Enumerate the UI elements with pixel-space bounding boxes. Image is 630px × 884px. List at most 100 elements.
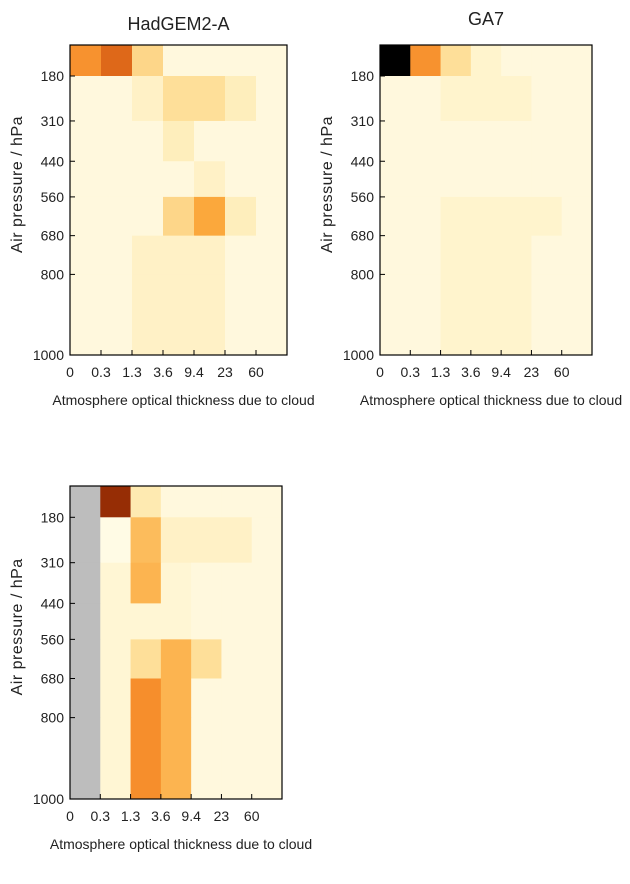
heatmap-cell [225,274,257,356]
heatmap-cell [531,274,563,356]
heatmap-cell [221,603,253,640]
heatmap-cell [561,161,593,198]
heatmap-cell [70,76,102,122]
heatmap-cell [70,45,102,77]
heatmap-cell [70,120,102,162]
heatmap-cell [501,196,532,237]
heatmap-cell [256,274,288,356]
heatmap-cell [70,196,102,237]
heatmap-cell [440,274,472,356]
x-axis-label: Atmosphere optical thickness due to clou… [52,392,314,408]
heatmap-cell [251,517,283,564]
heatmap-cell [100,678,131,719]
heatmap-cell [225,235,257,275]
heatmap-cell [130,639,162,679]
heatmap-cell [470,161,502,198]
y-tick-label: 440 [41,153,65,169]
x-axis-label: Atmosphere optical thickness due to clou… [360,392,622,408]
chart-title: HadGEM2-A [127,14,229,34]
heatmap-cell [501,120,532,162]
heatmap-cell [194,196,226,237]
heatmap-cell [410,161,441,198]
x-tick-label: 0 [376,364,384,380]
heatmap-cell [160,562,192,604]
x-tick-label: 0 [66,808,74,824]
heatmap-cell [440,161,472,198]
y-tick-label: 180 [41,509,65,525]
heatmap-cell [101,161,133,198]
heatmap-cell [100,717,131,800]
heatmap-cell [163,76,195,122]
heatmap-cell [160,639,192,679]
heatmap-cell [470,235,502,275]
heatmap-cell [70,274,102,356]
heatmap-cell [410,45,441,77]
heatmap-cell [70,717,101,800]
y-tick-label: 1000 [33,791,64,807]
heatmap-cell [163,45,195,77]
x-tick-label: 60 [248,364,264,380]
heatmap-cell [561,76,593,122]
heatmap-cell [160,517,192,564]
heatmap-cell [225,161,257,198]
heatmap-cell [132,235,164,275]
heatmap-cell [100,486,131,518]
heatmap-cell [221,486,253,518]
heatmap-cell [531,120,563,162]
heatmap-cell [100,562,131,604]
heatmap-cell [130,562,162,604]
plot-frame [379,44,593,356]
heatmap-cell [221,717,253,800]
heatmap-cell [160,486,192,518]
y-tick-label: 1000 [33,347,64,363]
y-tick-label: 310 [41,113,65,129]
heatmap-cell [70,639,101,679]
y-tick-label: 800 [41,266,65,282]
heatmap-cell [70,517,101,564]
x-tick-label: 3.6 [461,364,481,380]
heatmap-cell [221,678,253,719]
heatmap-cell [191,517,222,564]
heatmap-cell [132,274,164,356]
x-tick-label: 9.4 [184,364,204,380]
heatmap-cell [501,161,532,198]
heatmap-cell [470,274,502,356]
heatmap-cell [194,235,226,275]
heatmap-cell [191,562,222,604]
heatmap-cell [132,120,164,162]
heatmap-cell [380,120,411,162]
heatmap-cell [130,717,162,800]
heatmap-cell [194,120,226,162]
heatmap-cell [501,45,532,77]
heatmap-cell [380,196,411,237]
x-tick-label: 1.3 [122,364,142,380]
heatmap-cell [256,120,288,162]
heatmap-cell [470,76,502,122]
plot-frame [69,44,288,356]
heatmap-cell [130,486,162,518]
heatmap-cell [501,76,532,122]
heatmap-cell [380,161,411,198]
x-tick-label: 0.3 [91,364,111,380]
x-tick-label: 1.3 [121,808,141,824]
heatmap-cell [561,120,593,162]
x-tick-label: 60 [554,364,570,380]
heatmap-cell [100,603,131,640]
heatmap-cell [191,639,222,679]
heatmap-cell [101,76,133,122]
heatmap-cell [101,120,133,162]
heatmap-cell [531,45,563,77]
heatmap-cell [251,562,283,604]
x-tick-label: 1.3 [431,364,451,380]
heatmap-cell [440,45,472,77]
heatmap-cell [256,161,288,198]
y-tick-label: 560 [41,189,65,205]
heatmap-cell [101,45,133,77]
heatmap-cell [130,603,162,640]
heatmap-cell [380,76,411,122]
heatmap-cell [410,76,441,122]
heatmap-cell [531,76,563,122]
heatmap-cell [440,196,472,237]
y-tick-label: 560 [351,189,375,205]
